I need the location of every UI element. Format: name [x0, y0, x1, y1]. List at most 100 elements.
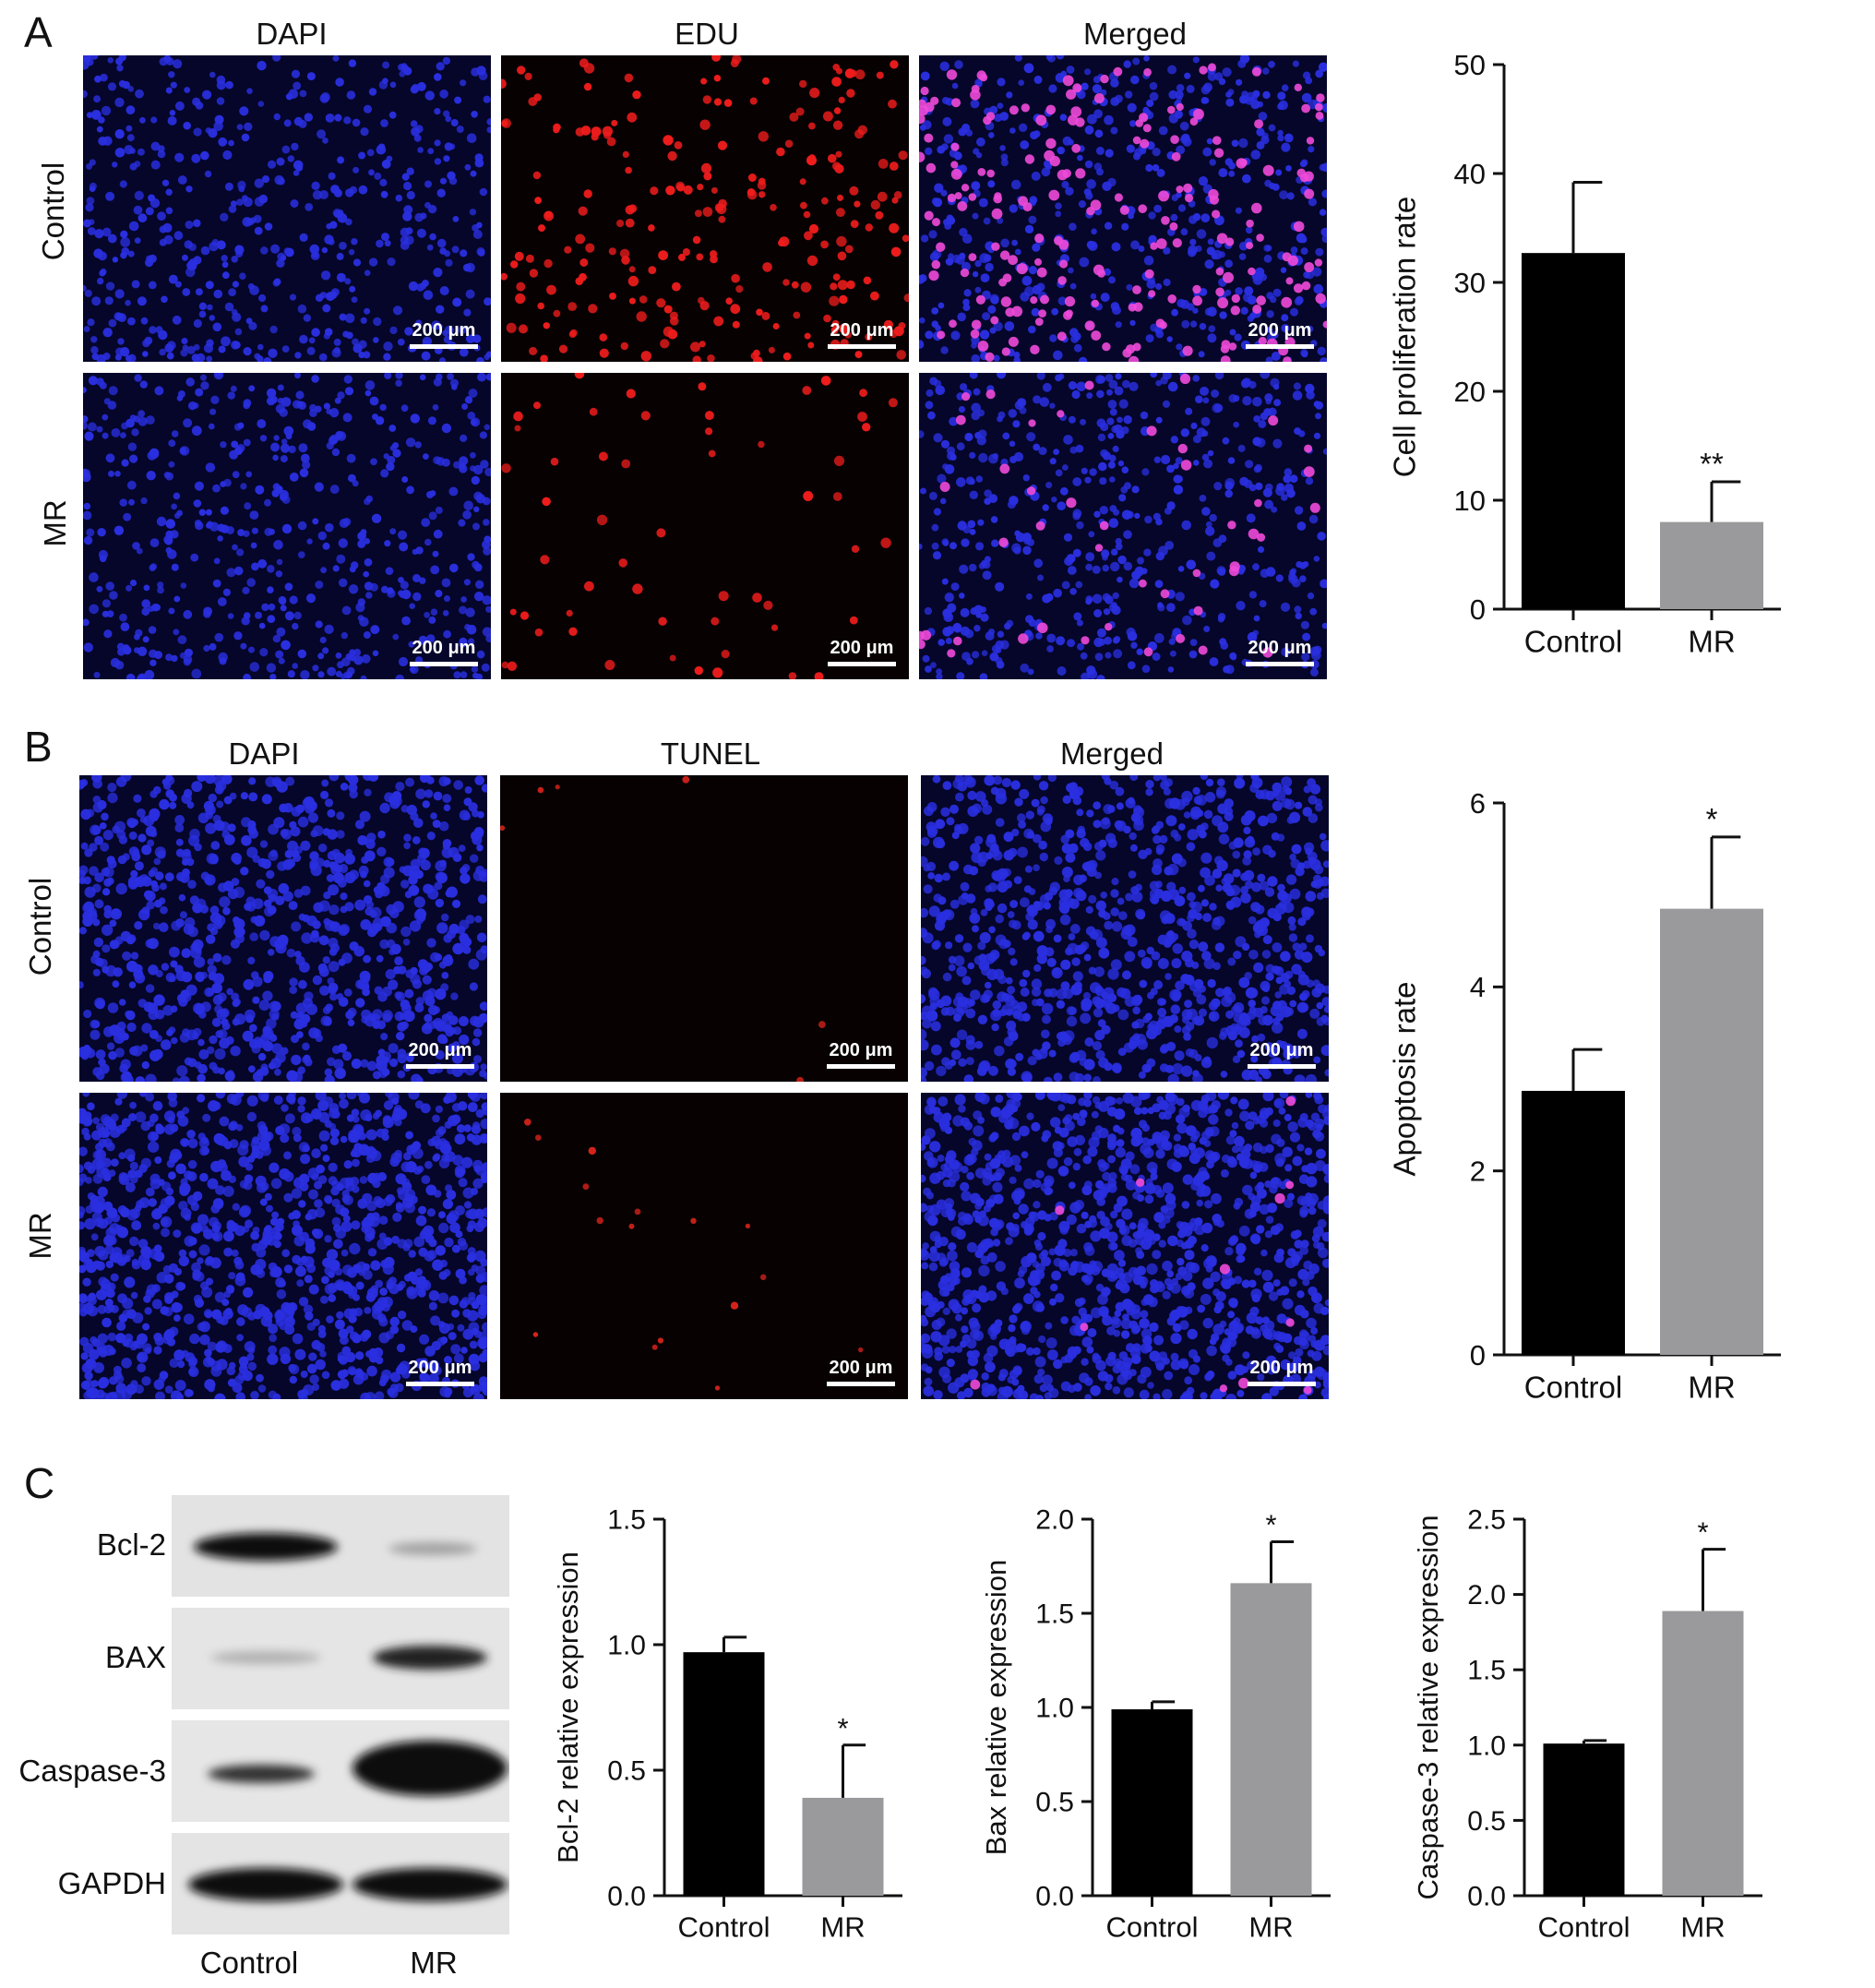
- cell-nucleus: [461, 864, 471, 872]
- cell-nucleus: [830, 282, 838, 291]
- cell-nucleus: [297, 521, 307, 531]
- cell-nucleus: [1086, 392, 1093, 400]
- cell-nucleus: [91, 296, 102, 306]
- cell-nucleus: [364, 380, 376, 390]
- cell-nucleus: [240, 483, 247, 490]
- cell-nucleus: [233, 919, 242, 928]
- cell-nucleus: [291, 1054, 302, 1066]
- cell-nucleus: [93, 671, 101, 678]
- cell-nucleus: [1085, 598, 1092, 605]
- cell-nucleus: [1009, 958, 1018, 966]
- cell-nucleus: [137, 416, 148, 426]
- cell-nucleus: [1109, 408, 1117, 416]
- cell-nucleus: [153, 994, 165, 1006]
- cell-nucleus: [392, 449, 401, 458]
- cell-nucleus: [1009, 440, 1016, 448]
- cell-nucleus: [692, 355, 701, 362]
- cell-nucleus: [205, 822, 217, 834]
- cell-nucleus-labeled: [1169, 222, 1178, 231]
- cell-nucleus: [223, 1230, 234, 1242]
- cell-nucleus: [1263, 245, 1272, 252]
- cell-nucleus: [467, 412, 476, 420]
- cell-nucleus: [280, 455, 288, 463]
- cell-nucleus: [1110, 959, 1122, 971]
- cell-nucleus: [1135, 908, 1146, 919]
- cell-nucleus: [940, 346, 949, 354]
- cell-nucleus: [464, 163, 472, 171]
- cell-nucleus: [265, 776, 276, 787]
- cell-nucleus: [1315, 247, 1324, 257]
- cell-nucleus: [973, 835, 984, 844]
- cell-nucleus: [831, 319, 840, 328]
- cell-nucleus: [1057, 146, 1065, 155]
- cell-nucleus: [1038, 781, 1049, 791]
- cell-nucleus: [474, 153, 484, 162]
- cell-nucleus: [267, 1353, 279, 1365]
- cell-nucleus: [452, 853, 462, 862]
- cell-nucleus: [277, 1217, 285, 1226]
- cell-nucleus: [435, 1105, 443, 1113]
- cell-nucleus: [463, 797, 472, 807]
- cell-nucleus: [233, 998, 241, 1006]
- cell-nucleus: [413, 818, 424, 828]
- cell-nucleus: [285, 776, 295, 786]
- cell-nucleus: [191, 425, 202, 437]
- cell-nucleus: [379, 403, 387, 412]
- cell-nucleus: [1096, 389, 1105, 399]
- cell-nucleus: [789, 112, 799, 122]
- cell-nucleus: [441, 972, 449, 979]
- cell-nucleus: [354, 979, 365, 989]
- cell-nucleus: [444, 595, 450, 602]
- cell-nucleus: [1181, 951, 1193, 963]
- cell-nucleus: [183, 609, 193, 619]
- cell-nucleus-labeled: [1097, 269, 1105, 278]
- cell-nucleus: [1224, 158, 1233, 166]
- cell-nucleus: [438, 776, 449, 787]
- cell-nucleus: [387, 257, 396, 267]
- cell-nucleus: [340, 1135, 348, 1144]
- cell-nucleus-labeled: [1209, 195, 1219, 205]
- cell-nucleus: [479, 1285, 487, 1296]
- cell-nucleus: [403, 181, 412, 191]
- cell-nucleus: [203, 343, 214, 353]
- cell-nucleus-labeled: [936, 242, 946, 252]
- cell-nucleus-labeled: [1223, 271, 1234, 283]
- cell-nucleus: [323, 917, 331, 926]
- cell-nucleus: [335, 670, 342, 677]
- cell-nucleus: [960, 607, 970, 617]
- cell-nucleus: [367, 1248, 377, 1257]
- cell-nucleus: [339, 313, 347, 321]
- cell-nucleus-labeled: [970, 329, 980, 339]
- cell-nucleus: [403, 1010, 415, 1023]
- cell-nucleus: [921, 1067, 927, 1079]
- cell-nucleus: [419, 374, 426, 381]
- cell-nucleus: [479, 1001, 487, 1012]
- cell-nucleus: [1148, 211, 1156, 220]
- cell-nucleus: [1302, 807, 1313, 817]
- cell-nucleus: [417, 81, 426, 91]
- cell-nucleus: [1039, 852, 1048, 862]
- panel-b-col-dapi: DAPI: [228, 737, 300, 771]
- cell-nucleus: [466, 334, 475, 344]
- cell-nucleus: [349, 186, 358, 195]
- cell-nucleus: [1199, 495, 1207, 502]
- cell-nucleus: [1267, 907, 1278, 919]
- cell-nucleus: [1233, 1002, 1245, 1013]
- cell-nucleus: [1152, 834, 1162, 844]
- cell-nucleus: [803, 210, 811, 219]
- cell-nucleus: [632, 583, 643, 594]
- cell-nucleus: [101, 105, 112, 116]
- cell-nucleus: [481, 663, 490, 672]
- cell-nucleus: [346, 453, 356, 463]
- cell-nucleus: [86, 112, 93, 118]
- micrograph-b-control-merged: 200 μm: [921, 775, 1329, 1082]
- cell-nucleus: [406, 167, 414, 175]
- cell-nucleus: [1043, 1076, 1053, 1082]
- cell-nucleus: [120, 1059, 131, 1070]
- cell-nucleus: [1007, 1027, 1017, 1037]
- cell-nucleus-labeled: [1183, 183, 1193, 193]
- cell-nucleus: [416, 228, 426, 238]
- cell-nucleus: [204, 876, 213, 884]
- cell-nucleus: [591, 126, 602, 137]
- cell-nucleus: [408, 1250, 416, 1258]
